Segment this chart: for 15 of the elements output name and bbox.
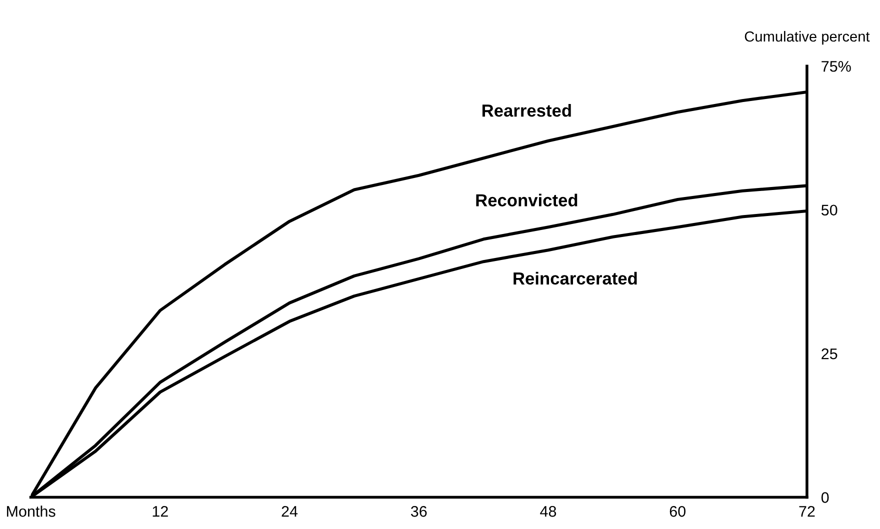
series-label: Reincarcerated (514, 272, 637, 285)
x-tick-label: 72 (799, 506, 815, 517)
x-tick-label: 48 (540, 506, 556, 517)
x-tick-label: 24 (282, 506, 298, 517)
x-tick-label: 12 (152, 506, 168, 517)
y-tick-label: 50 (821, 204, 838, 216)
y-axis-title: Cumulative percent (744, 30, 870, 45)
x-tick-label: 36 (410, 506, 427, 517)
series-label: Rearrested (482, 104, 571, 117)
x-tick-label: Months (7, 506, 56, 517)
series-label: Reconvicted (476, 194, 578, 206)
y-tick-label: 75% (822, 61, 851, 72)
y-tick-label: 0 (821, 492, 829, 503)
y-tick-label: 25 (822, 348, 838, 360)
x-tick-label: 60 (670, 506, 686, 517)
